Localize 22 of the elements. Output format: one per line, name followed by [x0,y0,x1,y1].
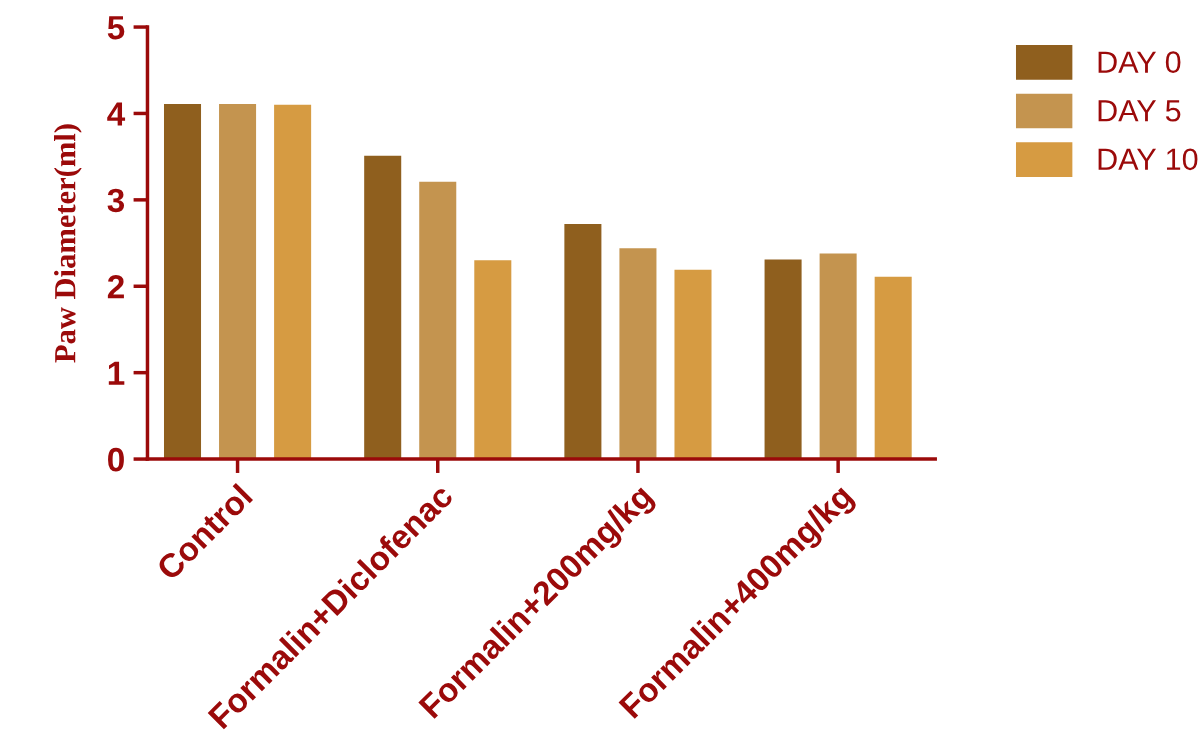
y-tick-label: 4 [107,102,126,126]
y-tick-label: 1 [108,361,125,385]
bar [764,259,802,460]
legend-label: DAY 0 [1098,51,1181,73]
bar [419,181,457,460]
bar [819,253,857,460]
bar [219,103,257,460]
bar [564,224,602,460]
y-tick-label: 5 [107,16,125,40]
legend-label: DAY 5 [1098,100,1181,122]
bar [474,260,512,460]
bar [364,155,402,460]
bar [619,248,657,460]
bar [274,104,312,460]
legend-label: DAY 10 [1098,148,1198,171]
y-tick-label: 2 [107,275,124,299]
y-tick-label: 3 [107,188,125,213]
bar [163,103,202,460]
y-axis-title: Paw Diameter(ml) [54,124,82,363]
bar [874,276,912,460]
y-tick-label: 0 [108,447,124,472]
bar [674,269,712,460]
